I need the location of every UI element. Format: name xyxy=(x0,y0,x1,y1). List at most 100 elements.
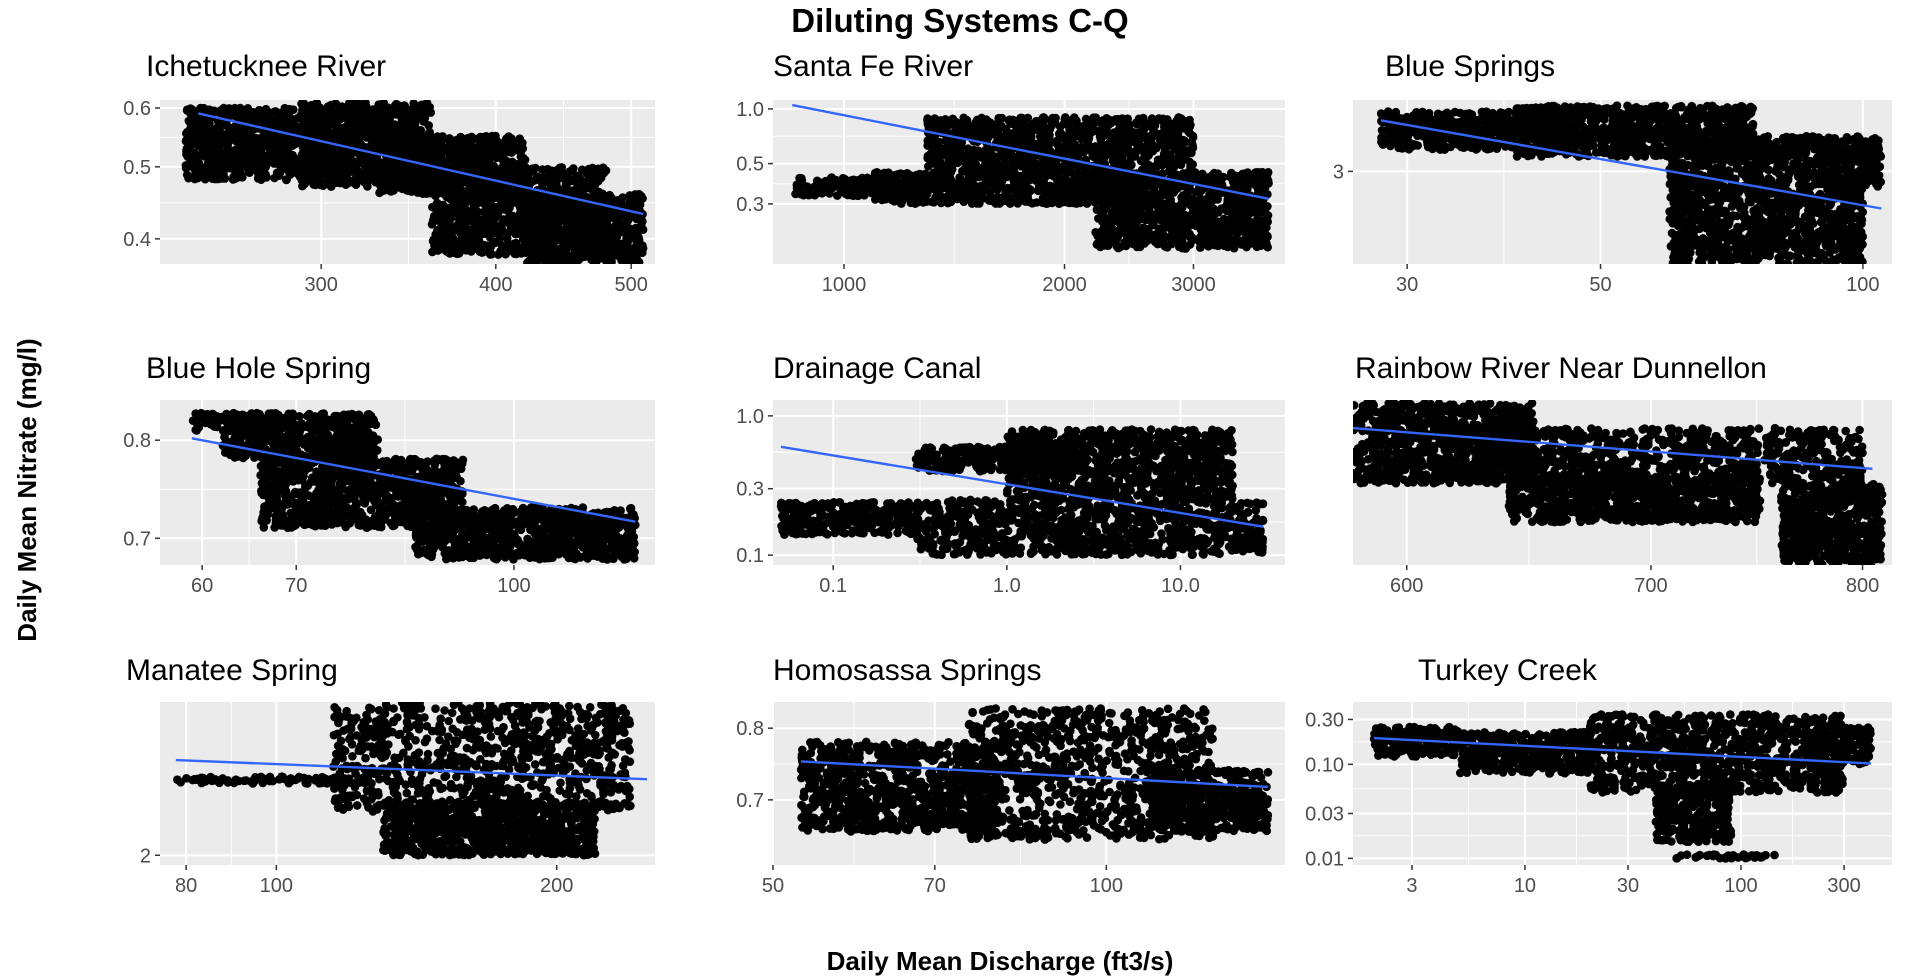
data-point xyxy=(336,134,345,143)
data-point xyxy=(199,103,209,113)
data-point xyxy=(502,167,511,177)
data-point xyxy=(432,229,442,239)
point-cluster xyxy=(923,113,1198,177)
data-point xyxy=(473,207,483,217)
data-point xyxy=(598,163,608,172)
data-point xyxy=(532,242,541,251)
data-point xyxy=(936,183,946,192)
data-point xyxy=(445,237,454,246)
data-point xyxy=(906,171,915,180)
data-point xyxy=(182,105,192,114)
data-point xyxy=(290,121,300,131)
data-point xyxy=(481,147,490,157)
data-point xyxy=(361,105,370,114)
data-point xyxy=(569,164,578,173)
data-point xyxy=(449,143,459,152)
data-point xyxy=(833,191,842,200)
data-point xyxy=(205,143,214,153)
data-point xyxy=(233,148,242,158)
data-point xyxy=(915,169,924,179)
data-point xyxy=(327,175,337,184)
data-point xyxy=(267,157,277,167)
data-point xyxy=(364,168,374,177)
data-point xyxy=(440,206,450,215)
data-point xyxy=(555,163,565,173)
data-point xyxy=(309,126,319,135)
data-point xyxy=(492,140,502,149)
data-point xyxy=(895,184,905,194)
data-point xyxy=(464,133,473,143)
data-point xyxy=(1063,192,1073,202)
data-point xyxy=(486,137,495,146)
data-point xyxy=(799,190,808,200)
data-point xyxy=(346,176,356,186)
data-point xyxy=(282,145,291,154)
data-point xyxy=(431,142,441,152)
data-point xyxy=(947,176,956,185)
data-point xyxy=(1016,171,1025,181)
data-point xyxy=(548,213,558,223)
data-point xyxy=(244,161,253,170)
data-point xyxy=(523,194,533,203)
data-point xyxy=(499,245,508,255)
data-point xyxy=(424,173,434,182)
data-point xyxy=(497,223,506,233)
data-point xyxy=(395,150,405,160)
data-point xyxy=(478,140,488,149)
data-point xyxy=(433,184,443,193)
data-point xyxy=(421,188,430,198)
data-point xyxy=(488,180,497,190)
data-point xyxy=(580,238,589,247)
data-point xyxy=(625,226,635,236)
data-point xyxy=(634,258,644,264)
data-point xyxy=(193,170,202,179)
data-point xyxy=(184,173,193,183)
data-point xyxy=(1070,113,1079,122)
data-point xyxy=(791,189,800,199)
data-point xyxy=(187,160,196,169)
data-point xyxy=(586,205,595,214)
data-point xyxy=(849,177,859,186)
data-point xyxy=(496,203,506,212)
data-point xyxy=(505,144,514,153)
data-point xyxy=(484,196,494,205)
data-point xyxy=(505,240,514,250)
data-point xyxy=(622,259,631,264)
data-point xyxy=(826,184,835,193)
data-point xyxy=(968,177,977,186)
data-point xyxy=(890,194,900,203)
data-point xyxy=(510,223,519,233)
data-point xyxy=(1070,178,1079,188)
data-point xyxy=(467,212,477,222)
data-point xyxy=(286,170,295,179)
data-point xyxy=(486,162,495,172)
data-point xyxy=(254,116,264,126)
data-point xyxy=(528,210,537,220)
data-point xyxy=(479,227,488,237)
data-point xyxy=(233,172,243,182)
data-point xyxy=(606,254,616,264)
data-point xyxy=(592,174,602,183)
panel-title: Santa Fe River xyxy=(773,50,973,83)
data-point xyxy=(580,219,589,229)
data-point xyxy=(878,185,887,194)
data-point xyxy=(883,179,893,189)
data-point xyxy=(274,136,284,145)
data-point xyxy=(1001,124,1011,134)
data-point xyxy=(368,119,377,129)
data-point xyxy=(305,103,314,112)
data-point xyxy=(526,248,535,258)
data-point xyxy=(904,193,913,203)
data-point xyxy=(418,104,428,113)
data-point xyxy=(215,107,225,117)
data-point xyxy=(1082,199,1092,208)
data-point xyxy=(451,221,461,231)
data-point xyxy=(599,246,608,255)
data-point xyxy=(300,117,310,127)
data-point xyxy=(195,114,204,123)
data-point xyxy=(271,107,281,116)
data-point xyxy=(924,178,934,188)
data-point xyxy=(420,166,430,176)
